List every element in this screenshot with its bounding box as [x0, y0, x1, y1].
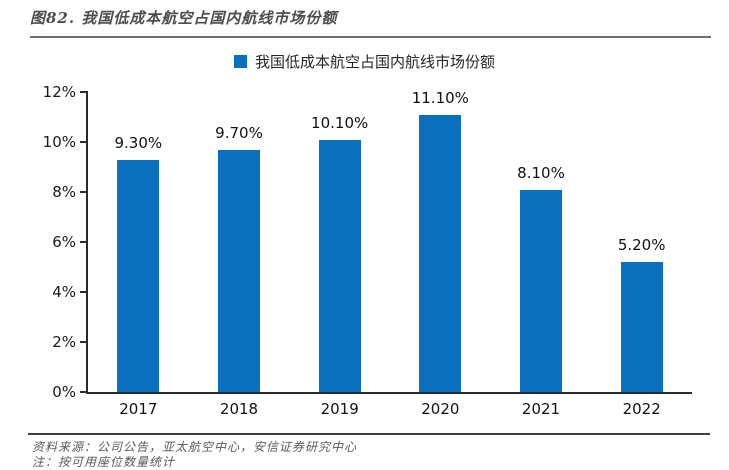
y-tick-mark: [80, 391, 88, 393]
bar: [520, 189, 562, 392]
bar-value-label: 11.10%: [411, 88, 469, 107]
legend-marker-icon: [233, 55, 247, 68]
y-tick-label: 6%: [52, 233, 76, 251]
plot-area: 0% 2% 4% 6% 8% 10% 12% 9.30% 2017 9.70% 2018 10.10%…: [43, 83, 692, 418]
bar-value-label: 5.20%: [617, 236, 666, 254]
bar-value-label: 9.70%: [215, 123, 263, 142]
bar: [318, 139, 361, 392]
bar-value-label: 9.30%: [114, 133, 163, 152]
x-tick-label: 2019: [320, 400, 359, 418]
y-tick-mark: [80, 241, 88, 243]
bar: [218, 149, 260, 392]
x-tick-label: 2020: [421, 400, 460, 418]
x-tick-label: 2018: [219, 400, 259, 418]
y-tick-mark: [80, 291, 88, 293]
bar-value-label: 8.10%: [517, 163, 565, 182]
bar: [620, 262, 663, 392]
x-tick-label: 2017: [119, 400, 158, 418]
bar: [117, 159, 160, 392]
y-tick-label: 2%: [52, 333, 76, 351]
y-tick-label: 0%: [52, 383, 76, 401]
chart-legend: 我国低成本航空占国内航线市场份额: [0, 51, 729, 72]
x-tick-label: 2021: [521, 400, 561, 418]
title-underline: [30, 36, 711, 38]
y-tick-mark: [80, 341, 88, 343]
y-tick-label: 4%: [52, 283, 76, 301]
y-tick-mark: [80, 141, 88, 143]
figure-title: 图82. 我国低成本航空占国内航线市场份额: [30, 9, 338, 27]
bar-value-label: 10.10%: [311, 113, 369, 132]
y-tick-mark: [80, 191, 88, 193]
legend-label: 我国低成本航空占国内航线市场份额: [254, 53, 495, 71]
y-tick-label: 12%: [42, 83, 76, 101]
y-tick-mark: [80, 91, 88, 93]
footer-divider: [28, 433, 710, 435]
x-tick-label: 2022: [622, 400, 661, 418]
bar: [419, 114, 462, 392]
y-tick-label: 8%: [52, 183, 76, 201]
source-text: 资料来源：公司公告，亚太航空中心，安信证券研究中心: [32, 440, 358, 454]
note-text: 注：按可用座位数量统计: [32, 455, 176, 469]
y-tick-label: 10%: [42, 133, 76, 151]
